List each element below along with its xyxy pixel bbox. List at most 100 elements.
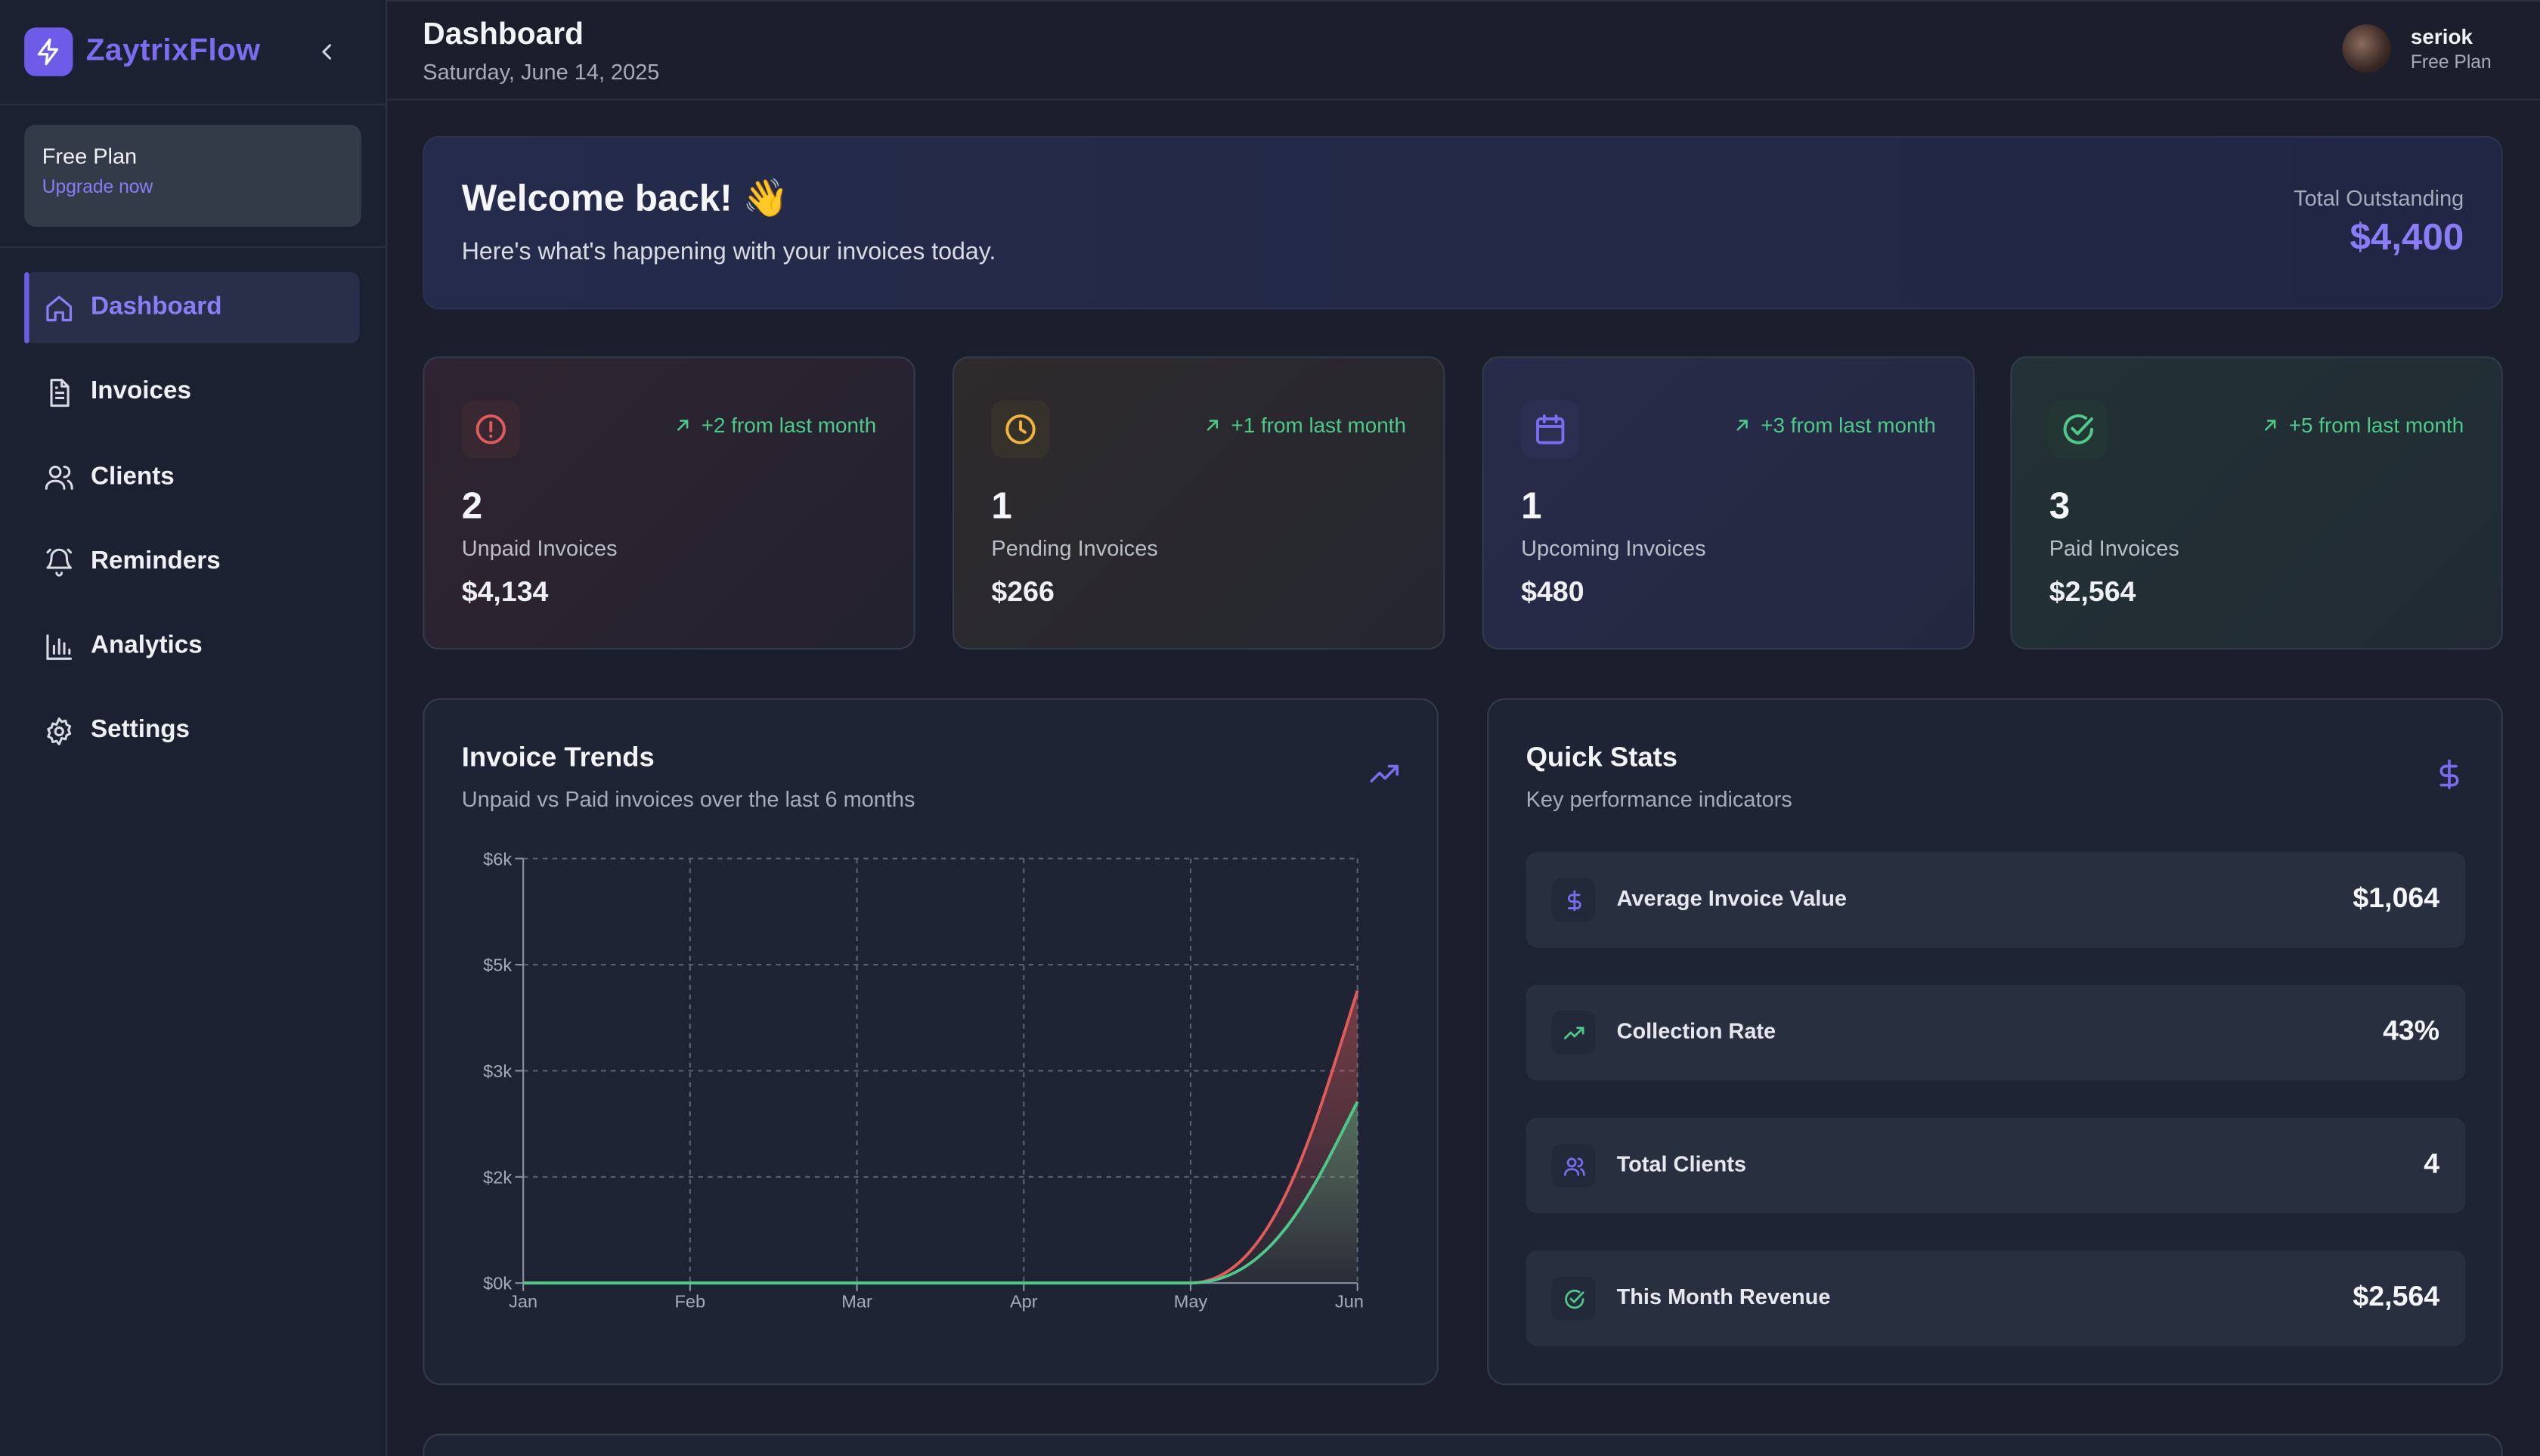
sidebar-item-label: Reminders bbox=[91, 547, 221, 575]
page-date: Saturday, June 14, 2025 bbox=[423, 60, 660, 85]
home-icon bbox=[42, 292, 75, 324]
collapse-sidebar-button[interactable] bbox=[309, 34, 345, 70]
users-icon bbox=[42, 461, 75, 494]
sidebar-item-analytics[interactable]: Analytics bbox=[24, 611, 360, 682]
quick-stat-month-revenue[interactable]: This Month Revenue $2,564 bbox=[1526, 1250, 2466, 1346]
top-header: Dashboard Saturday, June 14, 2025 seriok… bbox=[387, 0, 2540, 101]
total-outstanding-value: $4,400 bbox=[2350, 215, 2464, 258]
x-tick-label: Apr bbox=[1010, 1291, 1038, 1311]
trending-up-icon bbox=[1551, 1011, 1596, 1055]
sidebar-item-dashboard[interactable]: Dashboard bbox=[24, 272, 360, 344]
stat-count: 1 bbox=[991, 484, 1012, 527]
quick-stat-value: $2,564 bbox=[2353, 1279, 2440, 1312]
calendar-icon bbox=[1521, 400, 1580, 459]
avatar[interactable] bbox=[2342, 24, 2392, 73]
stat-amount: $480 bbox=[1521, 575, 1584, 608]
user-menu[interactable]: seriok Free Plan bbox=[2342, 24, 2492, 73]
check-circle-icon bbox=[1551, 1276, 1596, 1321]
y-tick-label: $3k bbox=[483, 1061, 512, 1081]
stat-trend-text: +5 from last month bbox=[2288, 413, 2464, 438]
series-area bbox=[523, 1101, 1358, 1284]
upgrade-link[interactable]: Upgrade now bbox=[42, 178, 153, 198]
alert-circle-icon bbox=[461, 400, 520, 459]
x-tick-label: May bbox=[1174, 1291, 1208, 1311]
stat-card-paid[interactable]: +5 from last month 3 Paid Invoices $2,56… bbox=[2010, 356, 2503, 650]
stat-card-upcoming[interactable]: +3 from last month 1 Upcoming Invoices $… bbox=[1482, 356, 1975, 650]
sidebar-item-label: Analytics bbox=[91, 632, 203, 660]
sidebar: ZaytrixFlow Free Plan Upgrade now Dashbo… bbox=[0, 0, 388, 1456]
y-tick-label: $6k bbox=[483, 849, 512, 869]
stat-label: Paid Invoices bbox=[2049, 536, 2179, 561]
stat-count: 1 bbox=[1521, 484, 1542, 527]
stat-label: Upcoming Invoices bbox=[1521, 536, 1706, 561]
stat-trend-text: +2 from last month bbox=[701, 413, 877, 438]
stat-trend-text: +3 from last month bbox=[1761, 413, 1936, 438]
bell-icon bbox=[42, 546, 75, 578]
quick-stats-panel: Quick Stats Key performance indicators A… bbox=[1487, 698, 2503, 1386]
stat-label: Pending Invoices bbox=[991, 536, 1158, 561]
chevron-left-icon bbox=[322, 44, 332, 60]
arrow-up-right-icon bbox=[2264, 420, 2276, 431]
invoice-trends-chart: $0k $2k $3k $5k $6k Jan Feb Mar Apr May Jun bbox=[483, 849, 1364, 1311]
quick-stat-label: Average Invoice Value bbox=[1616, 886, 1848, 911]
gear-icon bbox=[42, 715, 75, 748]
lightning-icon[interactable] bbox=[24, 27, 73, 76]
sidebar-item-settings[interactable]: Settings bbox=[24, 695, 360, 767]
users-icon bbox=[1551, 1143, 1596, 1188]
stat-trend: +3 from last month bbox=[1733, 413, 1936, 438]
welcome-title: Welcome back! 👋 bbox=[461, 176, 789, 219]
quick-stat-label: Collection Rate bbox=[1616, 1018, 1776, 1043]
quick-stat-average-invoice[interactable]: Average Invoice Value $1,064 bbox=[1526, 852, 2466, 948]
trending-up-icon bbox=[1369, 758, 1402, 799]
quick-stats-title: Quick Stats bbox=[1526, 742, 1678, 773]
quick-stat-value: 4 bbox=[2424, 1147, 2440, 1179]
y-tick-label: $2k bbox=[483, 1167, 512, 1187]
x-tick-label: Jan bbox=[509, 1291, 537, 1311]
x-tick-label: Mar bbox=[841, 1291, 872, 1311]
brand-name[interactable]: ZaytrixFlow bbox=[85, 34, 261, 68]
invoice-trends-title: Invoice Trends bbox=[461, 742, 655, 773]
invoice-trends-panel: Invoice Trends Unpaid vs Paid invoices o… bbox=[423, 698, 1439, 1386]
file-text-icon bbox=[42, 376, 75, 409]
sidebar-nav: Dashboard Invoices Clients Reminders bbox=[0, 248, 386, 767]
quick-stat-value: 43% bbox=[2383, 1014, 2440, 1047]
stat-amount: $2,564 bbox=[2049, 575, 2136, 608]
sidebar-item-label: Invoices bbox=[91, 377, 191, 406]
bottom-section-card bbox=[423, 1433, 2503, 1456]
series-area bbox=[523, 990, 1358, 1284]
sidebar-item-clients[interactable]: Clients bbox=[24, 441, 360, 513]
sidebar-item-invoices[interactable]: Invoices bbox=[24, 357, 360, 428]
arrow-up-right-icon bbox=[677, 420, 689, 431]
page-title: Dashboard bbox=[423, 17, 584, 52]
stat-trend: +1 from last month bbox=[1203, 413, 1406, 438]
welcome-banner: Welcome back! 👋 Here's what's happening … bbox=[423, 136, 2503, 310]
user-name: seriok bbox=[2410, 24, 2473, 49]
stat-card-unpaid[interactable]: +2 from last month 2 Unpaid Invoices $4,… bbox=[423, 356, 915, 650]
plan-section: Free Plan Upgrade now bbox=[0, 105, 386, 248]
main-content: Welcome back! 👋 Here's what's happening … bbox=[387, 101, 2540, 1456]
plan-card: Free Plan Upgrade now bbox=[24, 125, 361, 227]
quick-stat-total-clients[interactable]: Total Clients 4 bbox=[1526, 1117, 2466, 1213]
sidebar-item-reminders[interactable]: Reminders bbox=[24, 526, 360, 597]
y-tick-label: $5k bbox=[483, 956, 512, 975]
stat-trend-text: +1 from last month bbox=[1231, 413, 1406, 438]
dollar-icon bbox=[1551, 878, 1596, 922]
stat-label: Unpaid Invoices bbox=[461, 536, 618, 561]
series-line bbox=[523, 1101, 1359, 1285]
stat-trend: +2 from last month bbox=[674, 413, 877, 438]
total-outstanding-label: Total Outstanding bbox=[2294, 186, 2464, 211]
welcome-subtitle: Here's what's happening with your invoic… bbox=[461, 238, 996, 266]
series-line bbox=[523, 990, 1359, 1285]
x-tick-label: Feb bbox=[675, 1291, 706, 1311]
stat-card-pending[interactable]: +1 from last month 1 Pending Invoices $2… bbox=[952, 356, 1445, 650]
arrow-up-right-icon bbox=[1736, 420, 1748, 431]
quick-stats-subtitle: Key performance indicators bbox=[1526, 787, 1792, 812]
quick-stat-collection-rate[interactable]: Collection Rate 43% bbox=[1526, 984, 2466, 1081]
quick-stat-label: This Month Revenue bbox=[1616, 1284, 1831, 1309]
sidebar-item-label: Settings bbox=[91, 717, 190, 745]
dollar-icon bbox=[2433, 758, 2466, 799]
quick-stat-label: Total Clients bbox=[1616, 1151, 1747, 1176]
invoice-trends-subtitle: Unpaid vs Paid invoices over the last 6 … bbox=[461, 787, 915, 812]
quick-stat-value: $1,064 bbox=[2353, 881, 2440, 914]
